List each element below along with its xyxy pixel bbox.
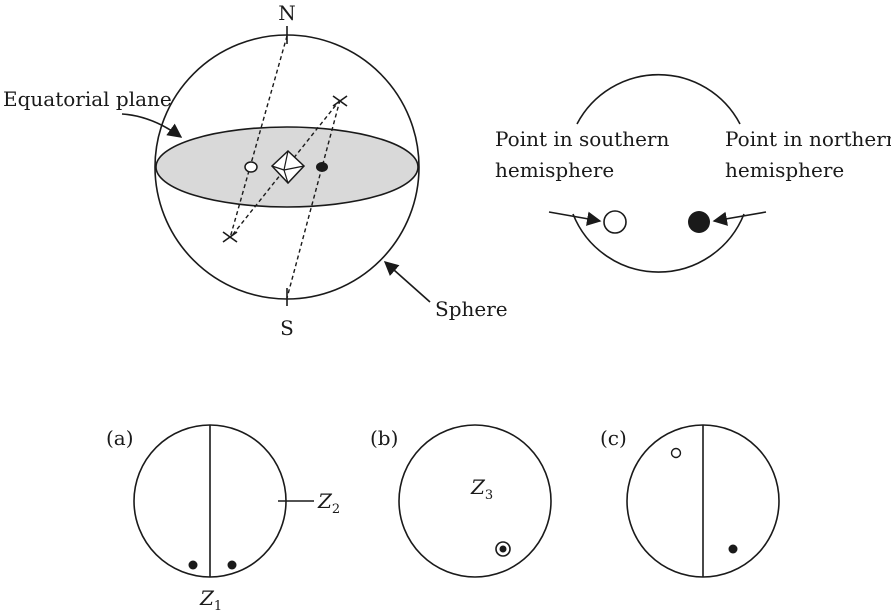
- panel-a-point-left: [188, 560, 198, 570]
- upper-cross-mark: [332, 95, 348, 107]
- northern-label-line1: Point in northern: [725, 127, 891, 151]
- projection-legend: Point in southern hemisphere Point in no…: [495, 73, 891, 273]
- panel-a-label: (a): [106, 426, 134, 450]
- crystal-icon: [270, 149, 306, 185]
- panel-a-z2-label: Z2: [317, 489, 340, 517]
- open-point-southern: [244, 161, 258, 173]
- northern-arrow: [712, 211, 767, 226]
- sphere-label: Sphere: [435, 297, 508, 321]
- dashed-line-upper-to-north-point: [286, 99, 341, 299]
- southern-label-line1: Point in southern: [495, 127, 669, 151]
- panel-b-z3-label: Z3: [470, 475, 493, 503]
- panel-b-circle: [398, 424, 552, 578]
- panel-a: (a) Z2 Z1: [106, 424, 340, 614]
- sphere-arrow: [383, 261, 431, 303]
- southern-arrow: [548, 211, 602, 226]
- equatorial-plane-arrow: [121, 113, 183, 138]
- panel-b-label: (b): [370, 426, 398, 450]
- panel-a-z1-label: Z1: [199, 586, 222, 614]
- panel-c: (c): [600, 424, 780, 578]
- filled-point-northern: [316, 162, 328, 172]
- panel-a-point-right: [227, 560, 237, 570]
- panel-c-filled-point: [728, 544, 738, 554]
- panel-c-open-point: [670, 447, 682, 459]
- legend-circle: [572, 73, 745, 273]
- panel-b: (b) Z3: [370, 424, 552, 578]
- legend-filled-point: [688, 211, 710, 233]
- northern-label-line2: hemisphere: [725, 158, 844, 182]
- equatorial-plane-label: Equatorial plane: [3, 87, 172, 111]
- sphere-figure: N S Equatorial plane Sphere: [3, 1, 508, 340]
- lower-cross-mark: [222, 231, 238, 243]
- south-label: S: [280, 316, 294, 340]
- dashed-line-cross-diagonal: [229, 99, 341, 239]
- north-label: N: [278, 1, 296, 25]
- panel-b-coincident-point-inner: [499, 545, 507, 553]
- legend-open-point: [603, 210, 627, 234]
- panel-c-label: (c): [600, 426, 627, 450]
- southern-label-line2: hemisphere: [495, 158, 614, 182]
